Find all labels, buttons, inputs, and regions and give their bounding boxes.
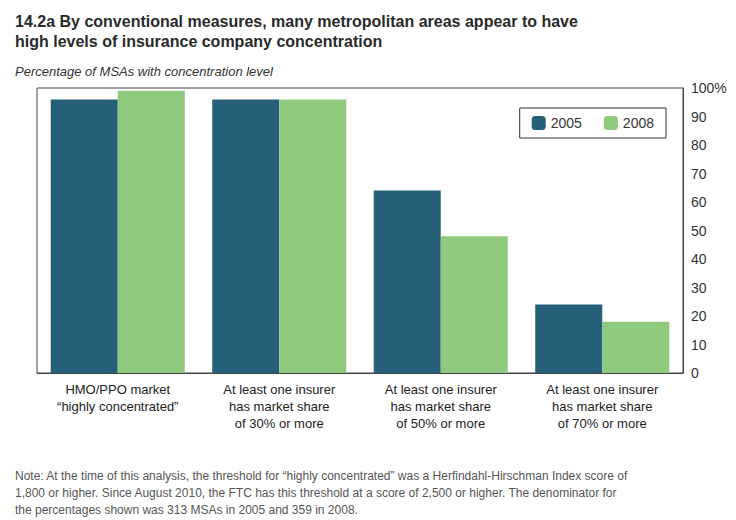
svg-text:At least one insurer: At least one insurer xyxy=(223,382,336,397)
svg-text:Note: At the time of this anal: Note: At the time of this analysis, the … xyxy=(15,469,628,483)
svg-text:At least one insurer: At least one insurer xyxy=(546,382,659,397)
svg-text:high levels of insurance compa: high levels of insurance company concent… xyxy=(15,33,382,50)
svg-text:70: 70 xyxy=(691,166,707,182)
svg-text:HMO/PPO market: HMO/PPO market xyxy=(65,382,170,397)
svg-text:2005: 2005 xyxy=(551,115,582,131)
svg-text:“highly concentrated”: “highly concentrated” xyxy=(57,399,178,414)
svg-text:14.2a By conventional measures: 14.2a By conventional measures, many met… xyxy=(15,13,578,30)
svg-text:50: 50 xyxy=(691,223,707,239)
svg-text:of 50% or more: of 50% or more xyxy=(396,416,485,431)
svg-text:has market share: has market share xyxy=(229,399,329,414)
svg-text:has market share: has market share xyxy=(552,399,652,414)
svg-text:1,800 or higher. Since August: 1,800 or higher. Since August 2010, the … xyxy=(15,486,616,500)
svg-text:2008: 2008 xyxy=(623,115,654,131)
svg-text:20: 20 xyxy=(691,308,707,324)
svg-text:has market share: has market share xyxy=(391,399,491,414)
svg-text:40: 40 xyxy=(691,251,707,267)
svg-text:90: 90 xyxy=(691,109,707,125)
svg-text:60: 60 xyxy=(691,194,707,210)
svg-text:Percentage of MSAs with concen: Percentage of MSAs with concentration le… xyxy=(15,64,274,79)
svg-text:the percentages shown was 313: the percentages shown was 313 MSAs in 20… xyxy=(15,503,358,517)
svg-text:10: 10 xyxy=(691,337,707,353)
svg-text:At least one insurer: At least one insurer xyxy=(385,382,498,397)
svg-text:30: 30 xyxy=(691,280,707,296)
svg-text:0: 0 xyxy=(691,365,699,381)
svg-text:of 30% or more: of 30% or more xyxy=(235,416,324,431)
svg-text:80: 80 xyxy=(691,137,707,153)
svg-text:of 70% or more: of 70% or more xyxy=(558,416,647,431)
svg-text:100%: 100% xyxy=(691,80,727,96)
